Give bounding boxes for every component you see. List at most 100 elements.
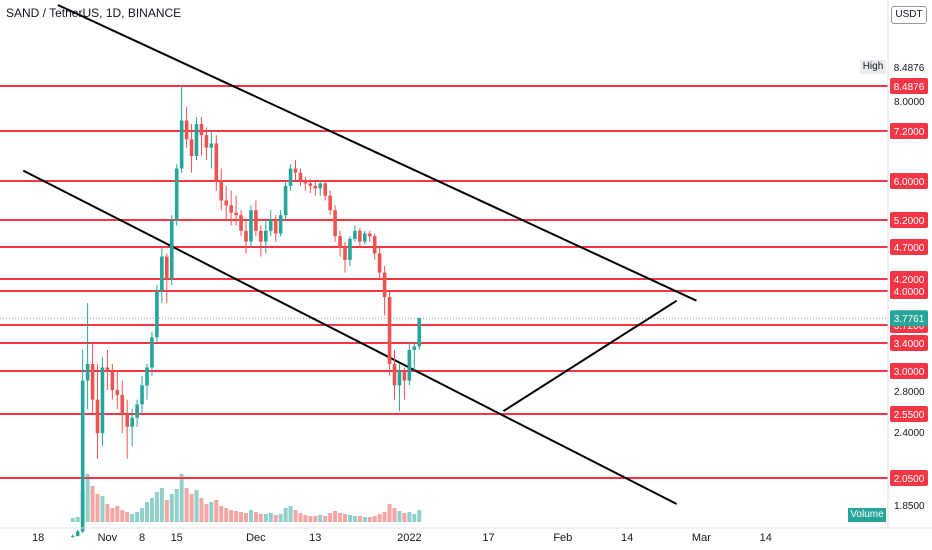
price-tick: 2.8000 <box>894 387 925 398</box>
candle-body <box>219 181 224 201</box>
candle-body <box>189 139 194 156</box>
volume-bar <box>258 514 263 522</box>
candle-body <box>115 390 120 395</box>
volume-bar <box>194 490 199 522</box>
volume-bar <box>387 504 392 522</box>
candle-body <box>363 233 367 242</box>
candle-body <box>293 168 298 173</box>
candle-body <box>283 185 288 216</box>
candle-body <box>110 371 115 391</box>
candle-body <box>333 210 337 237</box>
volume-bar <box>224 508 229 522</box>
candle-body <box>249 210 253 242</box>
candle-body <box>209 143 214 148</box>
last-price-badge <box>890 310 928 327</box>
candle-body <box>155 291 159 338</box>
level-badge-text: 5.2000 <box>894 216 925 227</box>
level-badge <box>890 406 928 422</box>
volume-bar <box>164 500 169 522</box>
volume-bar <box>392 508 397 522</box>
candle-body <box>95 399 100 434</box>
candle-body <box>214 143 219 181</box>
candle-body <box>70 535 75 537</box>
volume-bar <box>130 514 135 522</box>
volume-bar <box>169 494 174 522</box>
candle-body <box>165 256 169 279</box>
volume-bar <box>397 511 402 522</box>
time-tick: 14 <box>760 532 772 544</box>
candle-body <box>224 200 228 206</box>
volume-bar <box>95 494 100 522</box>
volume-bar <box>248 510 253 522</box>
volume-bar <box>229 510 234 522</box>
candle-body <box>229 205 233 213</box>
level-badge-text: 3.7200 <box>894 321 925 332</box>
volume-bar <box>154 492 159 522</box>
candle-body <box>412 346 417 350</box>
candle-body <box>125 414 129 427</box>
level-badge <box>890 173 928 189</box>
time-tick: 14 <box>621 532 633 544</box>
volume-bar <box>253 512 258 522</box>
price-tick: 8.0000 <box>894 97 925 108</box>
volume-bar <box>268 513 273 522</box>
price-tick: 2.4000 <box>894 428 925 439</box>
candle-body <box>254 210 258 231</box>
volume-bar <box>184 488 189 522</box>
volume-bar <box>125 512 130 522</box>
volume-bar <box>338 513 343 522</box>
volume-bar <box>417 510 422 522</box>
volume-bar <box>244 513 248 522</box>
volume-bar <box>214 500 219 522</box>
candle-body <box>150 337 154 368</box>
volume-bar <box>135 512 140 522</box>
volume-bar <box>100 496 105 522</box>
level-badge <box>890 283 928 299</box>
symbol-title: SAND / TetherUS, 1D, BINANCE <box>6 6 182 20</box>
volume-bar <box>204 504 209 522</box>
level-badge <box>890 335 928 351</box>
volume-bar <box>328 513 333 522</box>
candle-body <box>244 230 248 242</box>
level-badge <box>890 212 928 228</box>
time-tick: Nov <box>98 532 118 544</box>
candle-body <box>358 230 362 242</box>
candle-body <box>303 181 308 184</box>
currency-button[interactable]: USDT <box>891 6 927 24</box>
volume-bar <box>209 502 214 522</box>
candle-body <box>169 220 174 279</box>
volume-bar <box>377 514 382 522</box>
price-tick: 1.8500 <box>894 501 925 512</box>
candle-body <box>273 220 278 234</box>
level-badge-text: 4.7000 <box>894 243 925 254</box>
candle-body <box>278 215 283 234</box>
candle-body <box>194 124 199 156</box>
time-tick: 15 <box>171 532 183 544</box>
volume-bar <box>90 486 95 522</box>
volume-bar <box>179 474 184 522</box>
candle-body <box>298 172 303 181</box>
volume-bar <box>278 514 283 522</box>
candle-body <box>105 367 110 371</box>
level-badge <box>890 363 928 379</box>
volume-bar <box>75 517 80 522</box>
trend-line <box>57 4 697 302</box>
level-badge-text: 8.4876 <box>894 82 925 93</box>
candle-body <box>343 247 347 260</box>
candle-body <box>100 367 105 434</box>
volume-bar <box>234 511 239 522</box>
volume-bar <box>298 513 303 522</box>
volume-bar <box>283 508 288 522</box>
volume-bar <box>219 506 224 522</box>
candle-body <box>259 230 263 242</box>
candle-body <box>160 256 164 291</box>
level-badge-text: 2.0500 <box>894 474 925 485</box>
candle-body <box>367 233 372 237</box>
volume-badge: Volume <box>848 508 886 522</box>
volume-bar <box>70 518 75 522</box>
volume-bar <box>313 516 318 522</box>
volume-bar <box>293 510 298 522</box>
candle-body <box>328 195 332 211</box>
